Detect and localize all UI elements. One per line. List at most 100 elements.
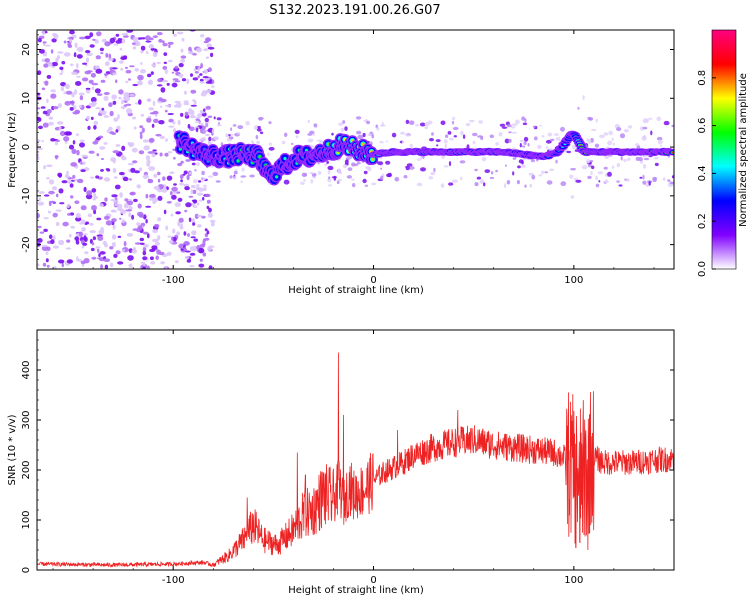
noise-speckle (170, 213, 174, 217)
noise-speckle (202, 196, 205, 201)
noise-speckle (50, 49, 54, 54)
x-tick-label: -100 (162, 275, 185, 286)
noise-speckle (158, 120, 165, 125)
noise-speckle (490, 171, 494, 175)
noise-speckle (148, 137, 155, 143)
noise-speckle (406, 163, 413, 167)
noise-speckle (550, 138, 555, 142)
noise-speckle (100, 169, 104, 172)
noise-speckle (135, 41, 141, 47)
noise-speckle (95, 246, 101, 249)
noise-speckle (46, 109, 52, 114)
noise-speckle (161, 40, 165, 44)
noise-speckle (112, 100, 117, 105)
noise-speckle (101, 110, 107, 116)
noise-speckle (172, 78, 179, 81)
x-tick-label: 0 (370, 575, 376, 586)
noise-speckle (586, 138, 589, 142)
colorbar-label: Normalized spectral amplitude (738, 73, 749, 227)
noise-speckle (75, 212, 81, 219)
noise-speckle (83, 258, 90, 264)
noise-speckle (192, 222, 196, 226)
noise-speckle (48, 190, 55, 195)
noise-speckle (152, 35, 158, 38)
noise-speckle (162, 176, 166, 181)
noise-speckle (139, 237, 144, 242)
noise-speckle (143, 244, 149, 248)
noise-speckle (117, 38, 123, 41)
noise-speckle (171, 236, 174, 241)
noise-speckle (163, 61, 167, 64)
noise-speckle (129, 178, 132, 181)
x-tick-label: 100 (564, 275, 583, 286)
noise-speckle (489, 176, 495, 180)
noise-speckle (145, 205, 152, 208)
noise-speckle (104, 61, 110, 67)
noise-speckle (151, 63, 156, 68)
noise-speckle (210, 52, 214, 58)
noise-speckle (108, 102, 113, 108)
noise-speckle (544, 171, 548, 174)
noise-speckle (519, 139, 524, 142)
colorbar-strip (711, 29, 737, 270)
noise-speckle (96, 217, 102, 221)
noise-speckle (119, 60, 124, 64)
noise-speckle (37, 212, 40, 219)
noise-speckle (152, 238, 159, 243)
noise-speckle (121, 32, 129, 36)
noise-speckle (210, 222, 215, 227)
noise-speckle (549, 168, 554, 172)
noise-speckle (93, 120, 99, 126)
noise-speckle (203, 48, 209, 52)
noise-speckle (105, 53, 109, 58)
noise-speckle (448, 161, 452, 167)
noise-speckle (157, 217, 162, 222)
noise-speckle (115, 33, 120, 37)
noise-speckle (71, 148, 77, 155)
noise-speckle (168, 44, 171, 48)
noise-speckle (229, 175, 233, 179)
noise-speckle (146, 163, 151, 167)
noise-speckle (183, 100, 189, 103)
noise-speckle (448, 182, 454, 186)
noise-speckle (207, 212, 213, 218)
noise-speckle (199, 73, 203, 76)
noise-speckle (80, 162, 83, 165)
noise-speckle (331, 132, 334, 136)
noise-speckle (119, 47, 123, 51)
noise-speckle (146, 265, 150, 269)
noise-speckle (424, 121, 430, 127)
noise-speckle (174, 100, 181, 104)
noise-speckle (145, 35, 151, 41)
noise-speckle (394, 176, 400, 182)
noise-speckle (186, 259, 192, 263)
noise-speckle (367, 133, 373, 136)
noise-speckle (560, 126, 565, 132)
noise-speckle (587, 116, 592, 121)
noise-speckle (136, 222, 141, 226)
noise-speckle (240, 175, 247, 178)
noise-speckle (356, 130, 362, 135)
noise-speckle (148, 115, 152, 118)
noise-speckle (180, 160, 184, 164)
noise-speckle (619, 133, 626, 139)
noise-speckle (61, 61, 66, 65)
noise-speckle (48, 234, 53, 239)
noise-speckle (519, 143, 522, 148)
noise-speckle (409, 143, 413, 148)
noise-speckle (342, 120, 346, 124)
noise-speckle (120, 67, 124, 71)
noise-speckle (504, 138, 510, 144)
snr-panel: -100 0 100 0 100 200 300 400 Height of straigh… (7, 329, 675, 596)
noise-speckle (121, 249, 126, 252)
noise-speckle (183, 102, 190, 106)
noise-speckle (133, 198, 138, 203)
noise-speckle (191, 231, 196, 236)
noise-speckle (156, 84, 163, 87)
noise-speckle (82, 242, 88, 246)
noise-speckle (188, 108, 193, 113)
noise-speckle (94, 39, 99, 44)
noise-speckle (523, 141, 527, 146)
noise-speckle (37, 143, 40, 146)
noise-speckle (157, 235, 161, 241)
